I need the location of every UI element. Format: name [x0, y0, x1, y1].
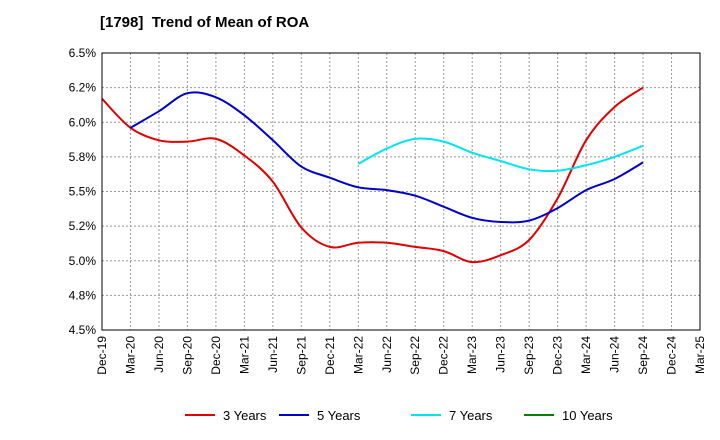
x-tick-label: Mar-21 — [237, 336, 251, 374]
y-tick-label: 4.5% — [69, 323, 97, 337]
x-tick-label: Dec-24 — [665, 336, 679, 375]
x-tick-label: Jun-22 — [380, 336, 394, 373]
x-tick-label: Dec-20 — [209, 336, 223, 375]
plot-border — [101, 52, 701, 331]
x-tick-label: Mar-20 — [123, 336, 137, 374]
legend-label-7-years: 7 Years — [449, 408, 493, 423]
x-tick-label: Dec-19 — [95, 336, 109, 375]
y-tick-label: 6.2% — [69, 81, 97, 95]
legend-label-5-years: 5 Years — [317, 408, 361, 423]
chart-title: [1798] Trend of Mean of ROA — [100, 14, 310, 31]
x-tick-label: Mar-24 — [579, 336, 593, 374]
legend-label-3-years: 3 Years — [223, 408, 267, 423]
x-tick-label: Dec-21 — [323, 336, 337, 375]
x-tick-label: Mar-25 — [693, 336, 707, 374]
y-tick-label: 5.5% — [69, 185, 97, 199]
x-tick-label: Jun-20 — [152, 336, 166, 373]
y-tick-label: 5.2% — [69, 219, 97, 233]
y-tick-label: 5.8% — [69, 150, 97, 164]
x-tick-label: Jun-21 — [266, 336, 280, 373]
x-tick-label: Mar-23 — [465, 336, 479, 374]
x-tick-label: Jun-24 — [608, 336, 622, 373]
x-tick-label: Sep-24 — [636, 336, 650, 375]
series-layer — [101, 86, 644, 264]
x-tick-label: Jun-23 — [494, 336, 508, 373]
x-tick-label: Mar-22 — [351, 336, 365, 374]
x-tick-label: Sep-21 — [294, 336, 308, 375]
y-axis: 4.5% 4.8% 5.0% 5.2% 5.5% 5.8% 6.0% 6.2% 6.5% — [69, 46, 97, 337]
series-line-5-years — [129, 91, 644, 224]
legend: 3 Years 5 Years 7 Years 10 Years — [185, 408, 613, 423]
y-tick-label: 5.0% — [69, 254, 97, 268]
y-tick-label: 6.0% — [69, 115, 97, 129]
y-tick-label: 4.8% — [69, 288, 97, 302]
x-axis: Dec-19 Mar-20 Jun-20 Sep-20 Dec-20 Mar-21 Jun-… — [95, 336, 707, 375]
series-line-7-years — [357, 137, 644, 173]
x-tick-label: Sep-22 — [408, 336, 422, 375]
x-tick-label: Sep-20 — [180, 336, 194, 375]
x-tick-label: Dec-22 — [437, 336, 451, 375]
x-tick-label: Dec-23 — [551, 336, 565, 375]
series-line-3-years — [101, 86, 644, 264]
legend-label-10-years: 10 Years — [562, 408, 613, 423]
x-tick-label: Sep-23 — [522, 336, 536, 375]
y-tick-label: 6.5% — [69, 46, 97, 60]
